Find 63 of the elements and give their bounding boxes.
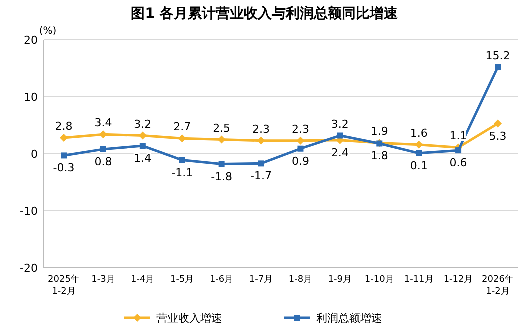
x-tick-label: 1-12月 [444, 275, 474, 285]
data-label: 0.1 [410, 159, 428, 172]
y-tick-label: 10 [24, 91, 38, 104]
x-tick-label: 1-11月 [404, 275, 434, 285]
data-label: -1.7 [250, 170, 272, 183]
x-tick-label: 1-7月 [249, 275, 274, 285]
data-label: 1.9 [370, 125, 388, 138]
point [178, 134, 186, 143]
x-tick-label: 1-4月 [131, 275, 155, 285]
y-tick-label: 0 [31, 148, 38, 161]
y-tick-label: 20 [24, 34, 38, 47]
data-label: 1.6 [410, 126, 428, 140]
point [258, 160, 264, 167]
x-tick-label: 1-9月 [328, 275, 352, 285]
x-tick-label: 1-3月 [92, 275, 116, 285]
x-tick-label: 2026年 1-2月 [482, 274, 514, 297]
x-tick-label: 1-5月 [170, 275, 194, 285]
legend-label: 利润总额增速 [316, 312, 382, 325]
data-label: 3.4 [94, 116, 112, 130]
data-label: -1.8 [211, 170, 233, 184]
point [298, 146, 304, 152]
point [495, 64, 501, 70]
data-label: 3.2 [331, 118, 349, 131]
point [61, 152, 67, 159]
data-label: 2.7 [174, 120, 192, 134]
point [337, 132, 344, 139]
x-tick-label: 1-6月 [210, 275, 234, 285]
data-label: 1.4 [134, 152, 152, 166]
data-label: 2.3 [252, 122, 270, 136]
data-label: -1.1 [172, 166, 194, 180]
data-label: 2.4 [331, 146, 349, 160]
x-tick-label: 2025年 1-2月 [48, 274, 80, 297]
point [99, 130, 108, 139]
legend-label: 营业收入增速 [156, 312, 222, 325]
point [494, 120, 502, 128]
point [60, 134, 68, 142]
point [415, 140, 424, 149]
data-label: 15.2 [486, 49, 510, 62]
y-tick-label: -20 [20, 262, 38, 275]
data-label: 0.8 [94, 155, 112, 168]
point [218, 136, 226, 144]
data-label: 3.2 [134, 118, 152, 131]
point [140, 143, 146, 150]
data-label: 0.6 [450, 156, 468, 170]
point [179, 157, 186, 164]
data-label: 2.3 [292, 122, 310, 136]
data-label: 0.9 [292, 154, 310, 168]
data-label: 2.8 [55, 120, 73, 134]
x-tick-label: 1-8月 [288, 275, 313, 285]
y-tick-label: -10 [20, 205, 38, 218]
point [296, 136, 305, 145]
data-label: 2.5 [213, 122, 231, 135]
point [100, 146, 106, 152]
point [138, 132, 147, 140]
data-label: 1.8 [370, 150, 388, 163]
point [218, 161, 225, 168]
y-axis-title: (%) [39, 26, 57, 37]
chart-title: 图1 各月累计营业收入与利润总额同比增速 [131, 5, 399, 22]
x-tick-label: 1-10月 [364, 275, 394, 285]
data-label: 5.3 [489, 130, 507, 143]
point [456, 148, 462, 154]
data-label: -0.3 [53, 162, 75, 175]
point [416, 150, 422, 156]
